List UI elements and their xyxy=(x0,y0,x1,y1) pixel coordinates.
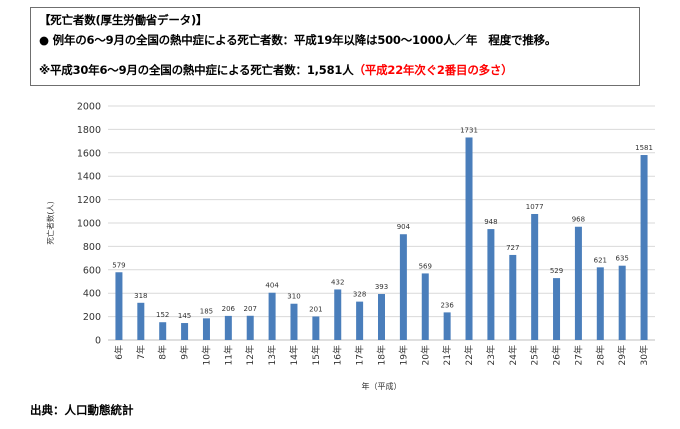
x-tick-label: 17年 xyxy=(354,345,366,365)
bar xyxy=(290,303,298,340)
highlight-main: ※平成30年6～9月の全国の熱中症による死亡者数：1,581人 xyxy=(39,63,354,77)
bar xyxy=(421,273,429,340)
x-tick-label: 7年 xyxy=(135,345,147,360)
y-tick-label: 400 xyxy=(83,289,101,300)
x-tick-label: 15年 xyxy=(310,345,322,365)
x-tick-label: 20年 xyxy=(419,345,431,365)
bar xyxy=(378,294,385,340)
data-label: 404 xyxy=(265,282,279,290)
y-tick-label: 800 xyxy=(83,242,101,253)
bar xyxy=(531,213,539,340)
x-axis-label: 年（平成） xyxy=(362,381,402,391)
data-label: 201 xyxy=(309,305,322,313)
bar xyxy=(137,302,145,340)
x-tick-label: 26年 xyxy=(551,345,563,365)
x-tick-label: 10年 xyxy=(200,345,212,365)
highlight-red: （平成22年次ぐ2番目の多さ） xyxy=(353,63,513,77)
data-label: 948 xyxy=(484,218,497,226)
data-label: 635 xyxy=(615,255,628,263)
x-tick-label: 30年 xyxy=(638,345,650,365)
bar xyxy=(487,229,495,340)
x-tick-label: 11年 xyxy=(222,345,234,365)
x-tick-label: 22年 xyxy=(463,345,475,365)
info-title: 【死亡者数(厚生労働省データ)】 xyxy=(39,13,208,27)
y-tick-label: 2000 xyxy=(77,102,101,113)
data-label: 236 xyxy=(440,301,454,309)
x-tick-label: 12年 xyxy=(244,345,256,365)
data-label: 145 xyxy=(178,312,191,320)
y-tick-label: 600 xyxy=(83,265,101,276)
y-axis-label: 死亡者数(人) xyxy=(45,201,55,244)
bar xyxy=(246,315,254,340)
data-label: 152 xyxy=(156,311,169,319)
bar xyxy=(443,312,451,340)
source-note: 出典：人口動態統計 xyxy=(30,403,134,417)
y-tick-label: 0 xyxy=(95,336,101,347)
data-label: 727 xyxy=(506,244,519,252)
bullet-icon: ● xyxy=(39,33,49,47)
x-tick-label: 16年 xyxy=(332,345,344,365)
data-label: 328 xyxy=(353,291,366,299)
data-label: 1731 xyxy=(460,126,478,134)
bar xyxy=(596,267,604,340)
x-tick-label: 9年 xyxy=(179,345,191,360)
y-tick-label: 1000 xyxy=(77,219,101,230)
bar xyxy=(356,301,364,340)
info-box: 【死亡者数(厚生労働省データ)】 ● 例年の6～9月の全国の熱中症による死亡者数… xyxy=(30,7,640,86)
bar xyxy=(465,137,473,340)
bar xyxy=(268,292,276,340)
bar xyxy=(115,272,123,340)
x-tick-label: 25年 xyxy=(529,345,541,365)
bar xyxy=(181,323,189,340)
bar xyxy=(509,254,517,340)
x-tick-label: 27年 xyxy=(572,345,584,365)
data-label: 968 xyxy=(572,216,585,224)
data-label: 185 xyxy=(200,307,213,315)
bar xyxy=(553,278,561,340)
x-tick-label: 23年 xyxy=(485,345,497,365)
bar xyxy=(312,316,320,340)
x-tick-label: 8年 xyxy=(157,345,169,360)
data-label: 904 xyxy=(397,223,411,231)
x-tick-label: 28年 xyxy=(594,345,606,365)
y-tick-label: 200 xyxy=(83,312,101,323)
data-label: 432 xyxy=(331,278,344,286)
data-label: 310 xyxy=(287,293,300,301)
bar xyxy=(574,226,582,340)
y-tick-label: 1400 xyxy=(77,172,101,183)
data-label: 207 xyxy=(244,305,257,313)
bar xyxy=(224,315,232,340)
data-label: 1077 xyxy=(526,203,544,211)
info-note: ● 例年の6～9月の全国の熱中症による死亡者数：平成19年以降は500～1000… xyxy=(39,32,556,48)
x-tick-label: 18年 xyxy=(376,345,388,365)
data-label: 1581 xyxy=(635,144,653,152)
info-note-text: 例年の6～9月の全国の熱中症による死亡者数：平成19年以降は500～1000人／… xyxy=(52,33,557,47)
x-tick-label: 19年 xyxy=(397,345,409,365)
data-label: 318 xyxy=(134,292,147,300)
x-tick-label: 14年 xyxy=(288,345,300,365)
bar xyxy=(202,318,210,340)
x-tick-label: 24年 xyxy=(507,345,519,365)
bar xyxy=(618,265,626,340)
bar xyxy=(334,289,342,340)
data-label: 206 xyxy=(222,305,236,313)
bar xyxy=(399,234,407,340)
x-tick-label: 29年 xyxy=(616,345,628,365)
data-label: 569 xyxy=(419,262,432,270)
x-tick-label: 13年 xyxy=(266,345,278,365)
x-tick-label: 6年 xyxy=(113,345,125,360)
bar xyxy=(640,155,648,340)
data-label: 529 xyxy=(550,267,563,275)
x-tick-label: 21年 xyxy=(441,345,453,365)
data-label: 579 xyxy=(112,261,125,269)
data-label: 621 xyxy=(594,256,607,264)
y-tick-label: 1200 xyxy=(77,195,101,206)
info-highlight: ※平成30年6～9月の全国の熱中症による死亡者数：1,581人（平成22年次ぐ2… xyxy=(39,62,513,78)
bar xyxy=(159,322,167,340)
data-label: 393 xyxy=(375,283,388,291)
y-tick-label: 1800 xyxy=(77,125,101,136)
y-tick-label: 1600 xyxy=(77,148,101,159)
